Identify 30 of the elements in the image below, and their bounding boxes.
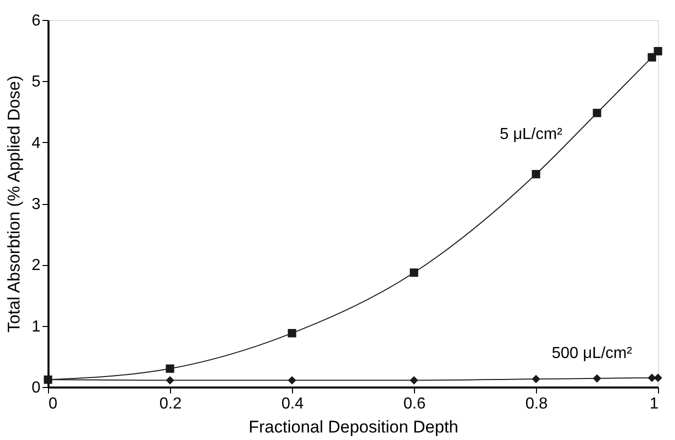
y-tick-label: 3 [32,196,41,213]
point [288,328,296,338]
y-tick-label: 1 [32,318,41,336]
point [592,108,602,118]
x-tick-label: 0.6 [403,396,426,412]
point [410,376,418,384]
point [648,53,656,62]
y-tick-label: 2 [32,257,41,274]
point [654,47,662,56]
y-tick-label: 5 [32,74,41,91]
y-tick-label: 6 [32,12,41,30]
point [166,376,174,384]
y-axis-title: Total Absorbtion (% Applied Dose) [4,75,24,333]
x-tick-label: 0.8 [525,396,548,412]
point [654,374,662,382]
x-tick-label: 0.2 [159,396,182,412]
point [288,376,296,384]
y-tick-label: 4 [32,134,41,152]
x-axis-title: Fractional Deposition Depth [248,418,458,436]
x-tick-label: 1 [650,396,659,412]
point [166,364,174,373]
series-label: 5 μL/cm² [500,126,563,144]
point [532,170,540,178]
series-label: 500 μL/cm² [552,344,633,362]
x-tick-label: 0 [48,396,58,412]
point [410,268,418,277]
y-tick-label: 0 [32,380,41,396]
x-tick-label: 0.4 [281,396,304,412]
point [592,374,602,383]
point [532,374,540,384]
